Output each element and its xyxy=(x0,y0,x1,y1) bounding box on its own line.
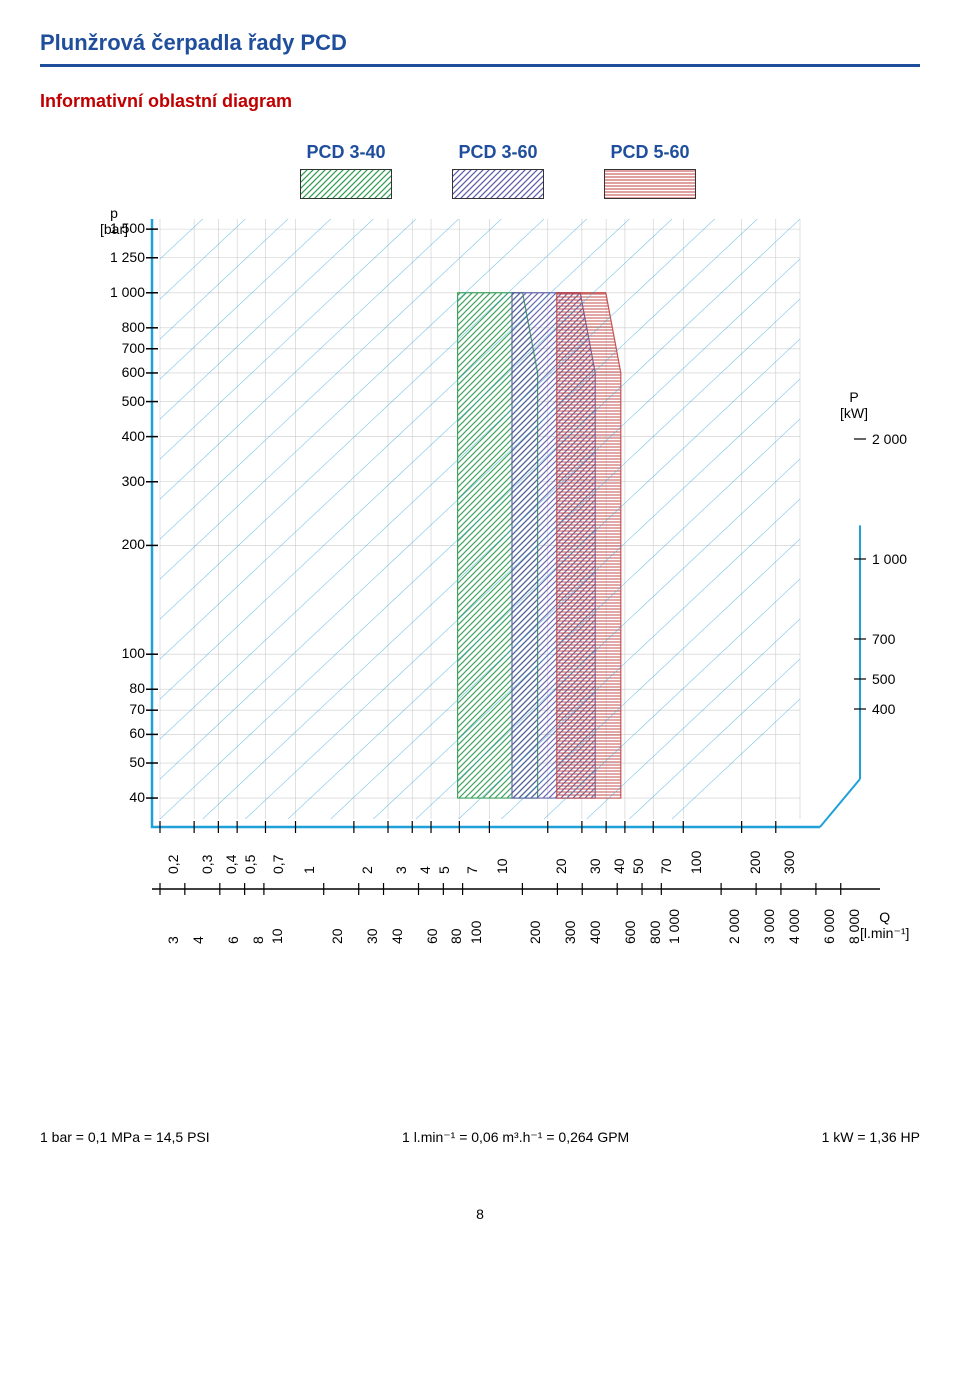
x-upper-tick: 50 xyxy=(630,858,646,874)
y-tick: 600 xyxy=(90,364,145,380)
x-upper-tick: 200 xyxy=(747,851,763,874)
legend-item-2: PCD 5-60 xyxy=(604,142,696,199)
page-number: 8 xyxy=(40,1206,920,1222)
right-tick: 1 000 xyxy=(872,551,907,567)
y-tick: 700 xyxy=(90,340,145,356)
legend: PCD 3-40 PCD 3-60 PCD 5-60 xyxy=(300,142,920,199)
legend-swatch-blue xyxy=(452,169,544,199)
x-lower-tick: 20 xyxy=(329,928,345,944)
conversion-footer: 1 bar = 0,1 MPa = 14,5 PSI 1 l.min⁻¹ = 0… xyxy=(40,1129,920,1146)
y-tick: 100 xyxy=(90,645,145,661)
conv-bar: 1 bar = 0,1 MPa = 14,5 PSI xyxy=(40,1129,210,1146)
x-upper-tick: 3 xyxy=(393,866,409,874)
x-lower-tick: 3 000 xyxy=(761,909,777,944)
x-upper-tick: 10 xyxy=(494,858,510,874)
legend-item-1: PCD 3-60 xyxy=(452,142,544,199)
right-tick: 500 xyxy=(872,671,895,687)
legend-label: PCD 3-60 xyxy=(458,142,537,163)
x-lower-tick: 100 xyxy=(468,921,484,944)
legend-swatch-red xyxy=(604,169,696,199)
x-lower-tick: 200 xyxy=(527,921,543,944)
x-upper-tick: 300 xyxy=(781,851,797,874)
x-lower-tick: 10 xyxy=(269,928,285,944)
x-lower-tick: 6 xyxy=(225,936,241,944)
page-subtitle: Informativní oblastní diagram xyxy=(40,91,920,112)
x-lower-tick: 8 xyxy=(250,936,266,944)
x-upper-tick: 40 xyxy=(611,858,627,874)
x-lower-tick: 3 xyxy=(165,936,181,944)
conv-lmin: 1 l.min⁻¹ = 0,06 m³.h⁻¹ = 0,264 GPM xyxy=(402,1129,629,1146)
x-lower-tick: 800 xyxy=(647,921,663,944)
y-tick: 500 xyxy=(90,393,145,409)
legend-label: PCD 3-40 xyxy=(306,142,385,163)
x-upper-tick: 0,5 xyxy=(242,855,258,874)
y-tick: 800 xyxy=(90,319,145,335)
right-tick: 2 000 xyxy=(872,431,907,447)
x-lower-tick: 400 xyxy=(587,921,603,944)
page-title: Plunžrová čerpadla řady PCD xyxy=(40,30,920,56)
x-lower-tick: 600 xyxy=(622,921,638,944)
y-tick: 300 xyxy=(90,473,145,489)
x-upper-tick: 20 xyxy=(553,858,569,874)
x-upper-tick: 100 xyxy=(688,851,704,874)
x-lower-tick: 1 000 xyxy=(666,909,682,944)
x-lower-tick: 80 xyxy=(448,928,464,944)
x-lower-tick: 300 xyxy=(562,921,578,944)
x-upper-tick: 0,7 xyxy=(270,855,286,874)
x-upper-tick: 0,3 xyxy=(199,855,215,874)
title-rule xyxy=(40,64,920,67)
x-upper-tick: 30 xyxy=(587,858,603,874)
x-lower-tick: 30 xyxy=(364,928,380,944)
y-tick: 1 500 xyxy=(90,220,145,236)
x-lower-tick: 4 xyxy=(190,936,206,944)
chart: p [bar] 1 5001 2501 00080070060050040030… xyxy=(40,209,920,969)
x-upper-tick: 0,2 xyxy=(165,855,181,874)
x-lower-tick: 40 xyxy=(389,928,405,944)
q-axis-label: Q [l.min⁻¹] xyxy=(860,909,909,942)
y-tick: 70 xyxy=(90,701,145,717)
legend-label: PCD 5-60 xyxy=(610,142,689,163)
x-upper-tick: 7 xyxy=(464,866,480,874)
y-tick: 80 xyxy=(90,680,145,696)
legend-item-0: PCD 3-40 xyxy=(300,142,392,199)
right-axis-label: P [kW] xyxy=(840,389,868,421)
x-lower-tick: 60 xyxy=(424,928,440,944)
right-tick: 400 xyxy=(872,701,895,717)
x-upper-tick: 4 xyxy=(417,866,433,874)
y-tick: 60 xyxy=(90,725,145,741)
x-upper-tick: 5 xyxy=(436,866,452,874)
y-tick: 1 000 xyxy=(90,284,145,300)
legend-swatch-green xyxy=(300,169,392,199)
x-upper-tick: 70 xyxy=(658,858,674,874)
x-lower-tick: 4 000 xyxy=(786,909,802,944)
x-lower-tick: 2 000 xyxy=(726,909,742,944)
right-tick: 700 xyxy=(872,631,895,647)
y-tick: 40 xyxy=(90,789,145,805)
x-lower-tick: 6 000 xyxy=(821,909,837,944)
x-upper-tick: 1 xyxy=(301,866,317,874)
conv-kw: 1 kW = 1,36 HP xyxy=(822,1129,920,1146)
x-upper-tick: 2 xyxy=(359,866,375,874)
x-upper-tick: 0,4 xyxy=(223,855,239,874)
y-tick: 50 xyxy=(90,754,145,770)
y-tick: 200 xyxy=(90,536,145,552)
y-tick: 400 xyxy=(90,428,145,444)
y-tick: 1 250 xyxy=(90,249,145,265)
